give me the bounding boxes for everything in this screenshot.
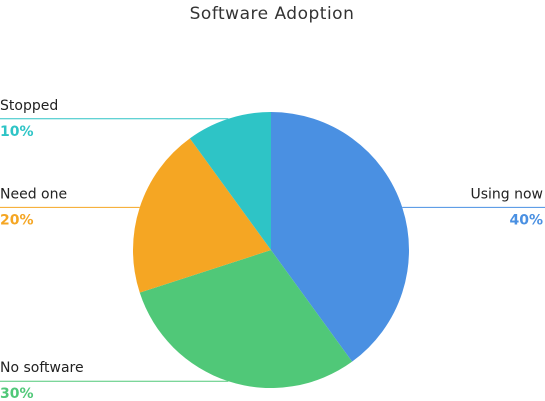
pie-slice	[139, 250, 353, 388]
legend-label: No software	[0, 360, 84, 376]
pie-slice	[189, 112, 271, 250]
data-label: 30%	[0, 386, 34, 401]
legend-label: Need one	[0, 186, 67, 202]
pie-slice	[133, 138, 271, 293]
pie-slice	[271, 112, 410, 362]
data-label: 40%	[509, 212, 543, 228]
legend-label: Using now	[470, 186, 543, 202]
legend-label: Stopped	[0, 98, 58, 114]
data-label: 10%	[0, 124, 34, 140]
chart-title: Software Adoption	[190, 4, 355, 24]
data-label: 20%	[0, 212, 34, 228]
